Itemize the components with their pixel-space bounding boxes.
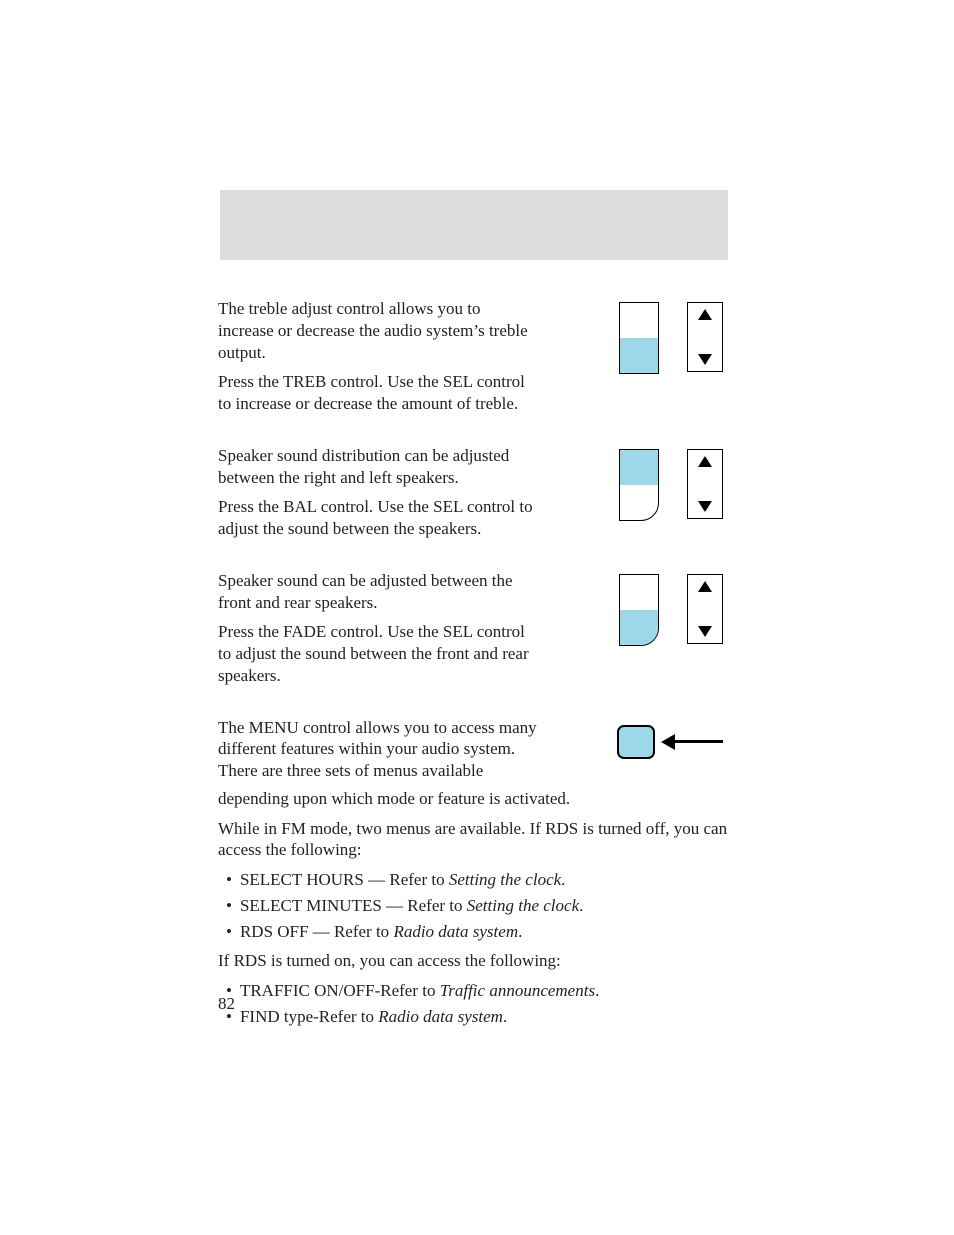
rds-off-item-1: SELECT HOURS — Refer to Setting the cloc… [218,869,730,891]
rds-off-item-3-plain: RDS OFF — Refer to [240,922,393,941]
menu-para-2: While in FM mode, two menus are availabl… [218,818,730,862]
page-number: 82 [218,994,235,1014]
header-band [220,190,728,260]
down-arrow-icon [698,354,712,365]
down-arrow-icon [698,501,712,512]
menu-button-icon [617,725,655,759]
menu-figure [558,717,723,759]
treble-figure [533,298,723,374]
rds-off-item-1-ital: Setting the clock [449,870,561,889]
section-balance: Speaker sound distribution can be adjust… [218,445,730,548]
balance-figure [533,445,723,521]
balance-level-fill [620,450,658,485]
content-area: The treble adjust control allows you to … [218,298,730,1036]
balance-level-bar [619,449,659,521]
fade-para-1: Speaker sound can be adjusted between th… [218,570,533,614]
arrow-head-icon [661,734,675,750]
rds-on-item-1-ital: Traffic announcements [440,981,595,1000]
balance-sel-control [687,449,723,519]
rds-off-item-2-ital: Setting the clock [467,896,579,915]
up-arrow-icon [698,581,712,592]
menu-para-1-narrow: The MENU control allows you to access ma… [218,717,558,782]
treble-level-fill [620,338,658,373]
up-arrow-icon [698,309,712,320]
balance-para-1: Speaker sound distribution can be adjust… [218,445,533,489]
rds-off-item-2: SELECT MINUTES — Refer to Setting the cl… [218,895,730,917]
treble-indicator-group [619,302,723,374]
rds-on-item-1-plain: TRAFFIC ON/OFF-Refer to [240,981,440,1000]
fade-level-fill [620,610,658,645]
treble-sel-control [687,302,723,372]
rds-on-list: TRAFFIC ON/OFF-Refer to Traffic announce… [218,980,730,1028]
rds-off-item-3: RDS OFF — Refer to Radio data system. [218,921,730,943]
rds-off-item-1-plain: SELECT HOURS — Refer to [240,870,449,889]
fade-level-bar [619,574,659,646]
balance-para-2: Press the BAL control. Use the SEL contr… [218,496,533,540]
arrow-shaft-icon [675,740,723,743]
rds-on-item-1: TRAFFIC ON/OFF-Refer to Traffic announce… [218,980,730,1002]
rds-on-item-2-ital: Radio data system [378,1007,503,1026]
fade-para-2: Press the FADE control. Use the SEL cont… [218,621,533,686]
section-menu-body: depending upon which mode or feature is … [218,788,730,1028]
fade-sel-control [687,574,723,644]
section-treble: The treble adjust control allows you to … [218,298,730,423]
up-arrow-icon [698,456,712,467]
fade-text: Speaker sound can be adjusted between th… [218,570,533,695]
treble-para-1: The treble adjust control allows you to … [218,298,533,363]
menu-text-narrow: The MENU control allows you to access ma… [218,717,558,782]
menu-button-figure [617,725,723,759]
treble-text: The treble adjust control allows you to … [218,298,533,423]
fade-figure [533,570,723,646]
rds-on-item-2: FIND type-Refer to Radio data system. [218,1006,730,1028]
balance-text: Speaker sound distribution can be adjust… [218,445,533,548]
rds-off-item-2-plain: SELECT MINUTES — Refer to [240,896,467,915]
fade-indicator-group [619,574,723,646]
menu-para-3: If RDS is turned on, you can access the … [218,950,730,972]
page: The treble adjust control allows you to … [0,0,954,1235]
arrow-left-icon [661,734,723,750]
balance-indicator-group [619,449,723,521]
treble-para-2: Press the TREB control. Use the SEL cont… [218,371,533,415]
rds-on-item-2-plain: FIND type-Refer to [240,1007,378,1026]
menu-para-1-tail: depending upon which mode or feature is … [218,788,730,810]
section-menu-head: The MENU control allows you to access ma… [218,717,730,782]
section-fade: Speaker sound can be adjusted between th… [218,570,730,695]
rds-off-list: SELECT HOURS — Refer to Setting the cloc… [218,869,730,942]
down-arrow-icon [698,626,712,637]
treble-level-bar [619,302,659,374]
rds-off-item-3-ital: Radio data system [393,922,518,941]
